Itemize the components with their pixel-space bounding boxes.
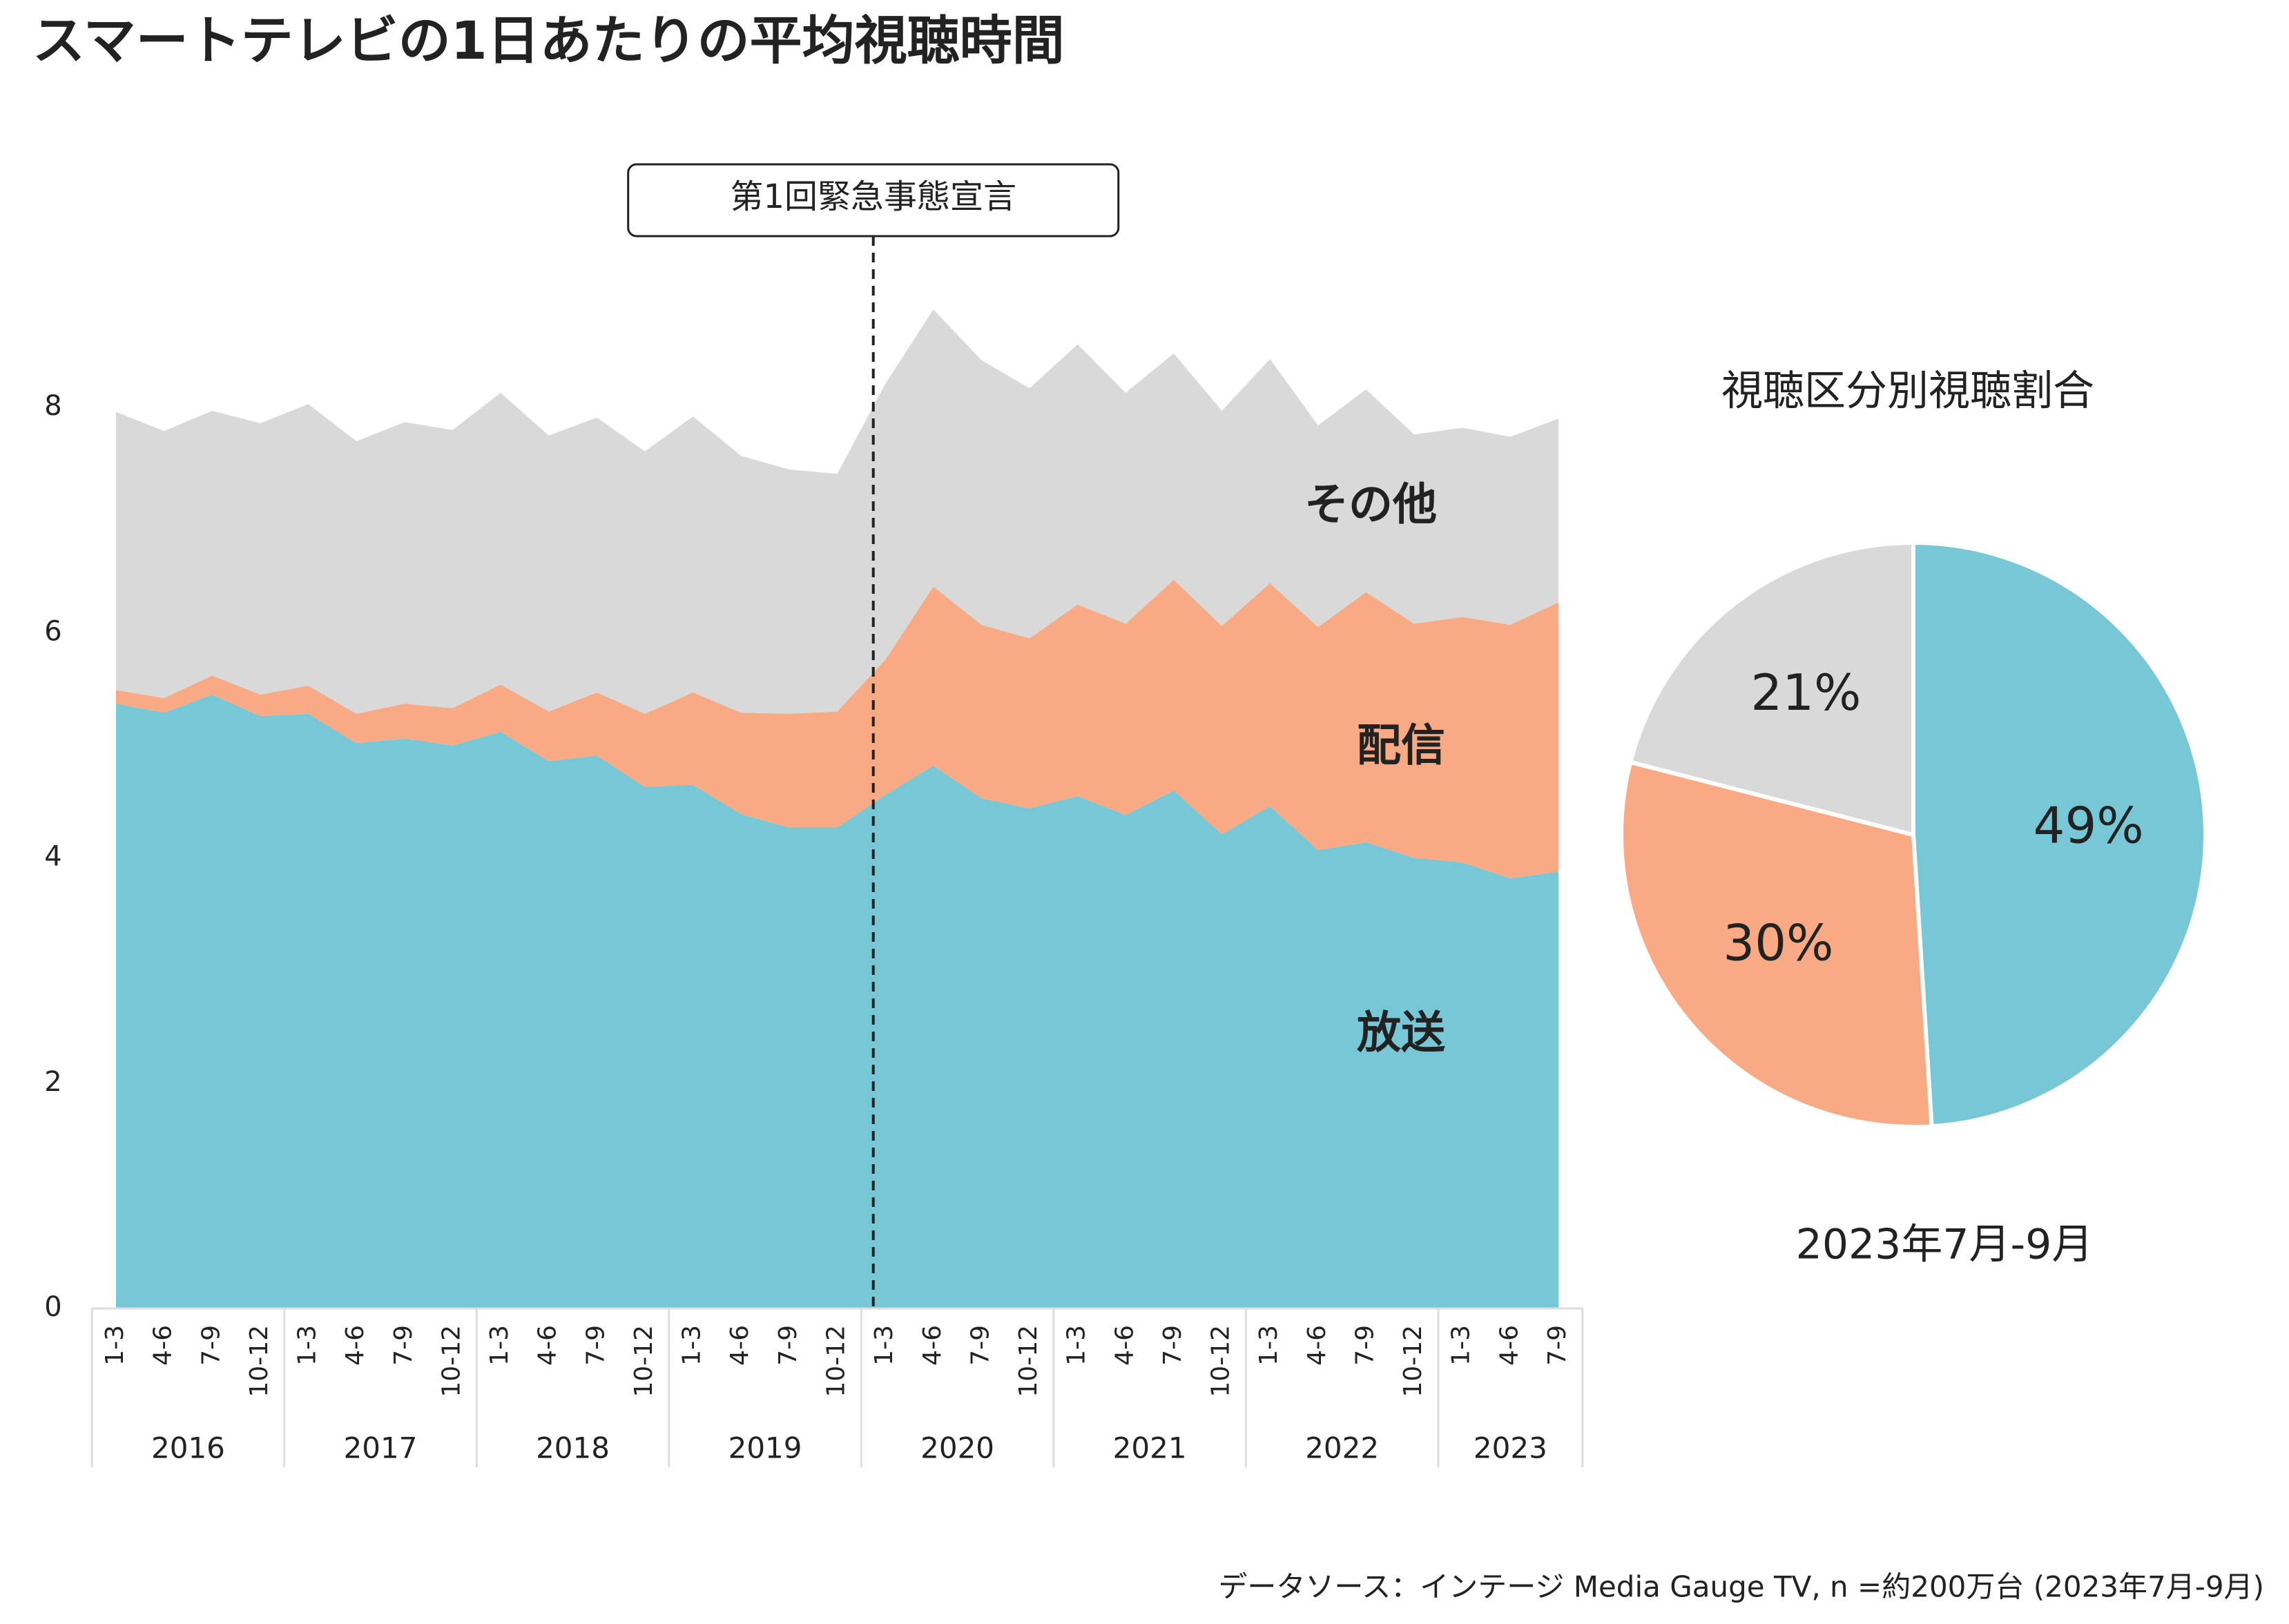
pie-label: 30%: [1723, 914, 1833, 972]
area-series: [116, 579, 1558, 878]
pie-title: 視聴区分別視聴割合: [1721, 367, 2094, 416]
year-label: 2023: [1474, 1431, 1547, 1465]
x-tick-label: 1-3: [1255, 1325, 1283, 1366]
x-tick-label: 10-12: [1399, 1325, 1427, 1398]
x-tick-label: 7-9: [1543, 1325, 1572, 1366]
series-label: 放送: [1357, 1008, 1445, 1059]
x-tick-label: 1-3: [1447, 1325, 1476, 1366]
y-tick-label: 4: [44, 841, 61, 873]
x-tick-label: 4-6: [918, 1325, 947, 1366]
year-label: 2016: [151, 1431, 225, 1465]
y-tick-label: 6: [44, 615, 61, 647]
pie-slice: [1911, 540, 2208, 1129]
x-tick-label: 7-9: [966, 1325, 994, 1366]
year-label: 2019: [728, 1431, 802, 1465]
x-tick-label: 10-12: [630, 1325, 658, 1398]
pie-label: 49%: [2034, 797, 2144, 855]
x-tick-label: 4-6: [1303, 1325, 1331, 1366]
x-tick-label: 4-6: [149, 1325, 177, 1366]
year-label: 2018: [536, 1431, 610, 1465]
x-tick-label: 7-9: [389, 1325, 418, 1366]
year-label: 2021: [1113, 1431, 1187, 1465]
x-tick-label: 7-9: [1351, 1325, 1379, 1366]
x-tick-label: 7-9: [581, 1325, 610, 1366]
year-label: 2022: [1305, 1431, 1379, 1465]
series-label: その他: [1304, 480, 1437, 531]
x-tick-label: 1-3: [293, 1325, 322, 1366]
x-tick-label: 4-6: [341, 1325, 369, 1366]
x-tick-label: 10-12: [1014, 1325, 1043, 1398]
x-tick-label: 1-3: [678, 1325, 706, 1366]
x-tick-label: 10-12: [822, 1325, 851, 1398]
year-label: 2020: [920, 1431, 994, 1465]
x-tick-label: 10-12: [437, 1325, 465, 1398]
year-label: 2017: [344, 1431, 418, 1465]
y-tick-label: 2: [44, 1066, 61, 1098]
annotation-box: [627, 163, 1120, 238]
x-tick-label: 7-9: [1159, 1325, 1187, 1366]
x-tick-label: 10-12: [245, 1325, 273, 1398]
series-label: 配信: [1357, 721, 1445, 772]
x-tick-label: 7-9: [197, 1325, 225, 1366]
pie-subtitle: 2023年7月-9月: [1796, 1221, 2094, 1269]
annotation-text: 第1回緊急事態宣言: [730, 177, 1016, 216]
y-tick-label: 8: [44, 390, 61, 422]
y-tick-label: 0: [44, 1291, 61, 1323]
x-tick-label: 7-9: [774, 1325, 802, 1366]
page-title: スマートテレビの1日あたりの平均視聴時間: [32, 10, 1065, 71]
pie-label: 21%: [1750, 664, 1861, 722]
x-tick-label: 1-3: [101, 1325, 129, 1366]
pie-slice: [1619, 760, 1934, 1129]
x-tick-label: 10-12: [1207, 1325, 1235, 1398]
pie-slice: [1628, 540, 1915, 838]
area-series: [116, 695, 1558, 1308]
area-series: [116, 309, 1558, 714]
x-tick-label: 1-3: [870, 1325, 898, 1366]
x-tick-label: 4-6: [534, 1325, 562, 1366]
x-tick-label: 4-6: [1495, 1325, 1523, 1366]
source: データソース：インテージ Media Gauge TV, n =約200万台 (…: [1218, 1570, 2264, 1604]
x-tick-label: 4-6: [1110, 1325, 1139, 1366]
x-tick-label: 4-6: [726, 1325, 754, 1366]
x-tick-label: 1-3: [485, 1325, 514, 1366]
x-tick-label: 1-3: [1063, 1325, 1091, 1366]
